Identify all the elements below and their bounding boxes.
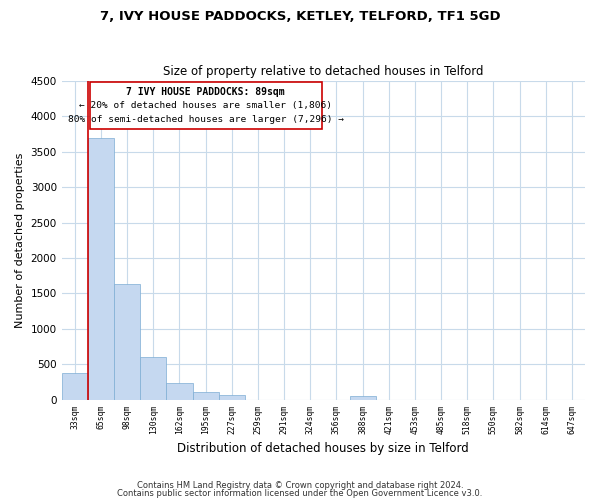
Bar: [350, 396, 376, 400]
Bar: [88, 138, 114, 400]
Title: Size of property relative to detached houses in Telford: Size of property relative to detached ho…: [163, 66, 484, 78]
FancyBboxPatch shape: [89, 82, 322, 129]
Text: ← 20% of detached houses are smaller (1,806): ← 20% of detached houses are smaller (1,…: [79, 102, 332, 110]
Text: 7, IVY HOUSE PADDOCKS, KETLEY, TELFORD, TF1 5GD: 7, IVY HOUSE PADDOCKS, KETLEY, TELFORD, …: [100, 10, 500, 23]
Text: 80% of semi-detached houses are larger (7,296) →: 80% of semi-detached houses are larger (…: [68, 116, 344, 124]
Bar: [114, 284, 140, 400]
Text: 7 IVY HOUSE PADDOCKS: 89sqm: 7 IVY HOUSE PADDOCKS: 89sqm: [126, 87, 285, 97]
Text: Contains public sector information licensed under the Open Government Licence v3: Contains public sector information licen…: [118, 488, 482, 498]
X-axis label: Distribution of detached houses by size in Telford: Distribution of detached houses by size …: [178, 442, 469, 455]
Bar: [140, 357, 166, 400]
Bar: [193, 392, 218, 400]
Text: Contains HM Land Registry data © Crown copyright and database right 2024.: Contains HM Land Registry data © Crown c…: [137, 481, 463, 490]
Bar: [166, 382, 193, 400]
Bar: [62, 372, 88, 400]
Y-axis label: Number of detached properties: Number of detached properties: [15, 152, 25, 328]
Bar: [218, 396, 245, 400]
